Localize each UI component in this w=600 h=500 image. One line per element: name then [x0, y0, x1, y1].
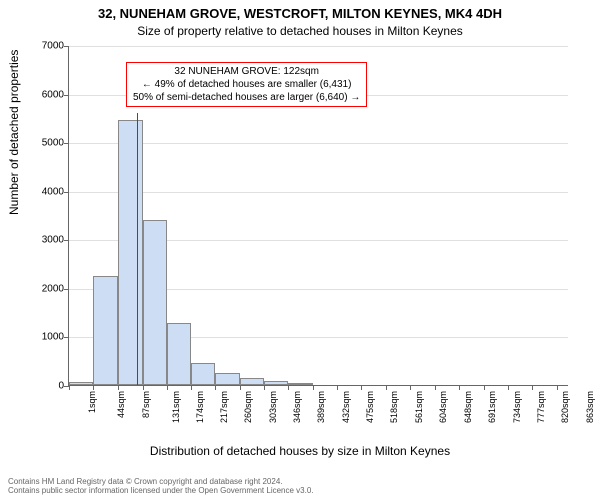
- x-tick: [459, 385, 460, 390]
- y-tick-label: 6000: [24, 89, 64, 100]
- x-tick: [435, 385, 436, 390]
- x-tick-label: 820sqm: [560, 391, 570, 423]
- chart-title-sub: Size of property relative to detached ho…: [0, 24, 600, 38]
- x-tick-label: 1sqm: [87, 391, 97, 413]
- x-tick-label: 734sqm: [512, 391, 522, 423]
- x-tick: [167, 385, 168, 390]
- x-tick-label: 648sqm: [463, 391, 473, 423]
- y-tick-label: 0: [24, 381, 64, 392]
- x-tick-label: 174sqm: [195, 391, 205, 423]
- x-tick: [191, 385, 192, 390]
- x-tick: [215, 385, 216, 390]
- x-tick-label: 863sqm: [585, 391, 595, 423]
- footer: Contains HM Land Registry data © Crown c…: [8, 477, 314, 496]
- x-tick-label: 475sqm: [365, 391, 375, 423]
- x-tick: [313, 385, 314, 390]
- marker-line: [137, 113, 138, 385]
- gridline: [69, 143, 568, 144]
- x-tick-label: 217sqm: [219, 391, 229, 423]
- x-tick-label: 432sqm: [341, 391, 351, 423]
- y-tick: [64, 143, 69, 144]
- annotation-line-3: 50% of semi-detached houses are larger (…: [133, 91, 360, 104]
- x-tick-label: 518sqm: [389, 391, 399, 423]
- histogram-bar: [69, 382, 93, 385]
- gridline: [69, 46, 568, 47]
- x-tick: [288, 385, 289, 390]
- y-tick-label: 2000: [24, 283, 64, 294]
- x-tick-label: 389sqm: [316, 391, 326, 423]
- x-tick-label: 561sqm: [414, 391, 424, 423]
- footer-line-1: Contains HM Land Registry data © Crown c…: [8, 477, 314, 487]
- x-tick: [264, 385, 265, 390]
- x-tick-label: 346sqm: [292, 391, 302, 423]
- histogram-bar: [167, 323, 191, 385]
- x-tick: [508, 385, 509, 390]
- x-tick-label: 303sqm: [268, 391, 278, 423]
- gridline: [69, 192, 568, 193]
- annotation-line-2: ← 49% of detached houses are smaller (6,…: [133, 78, 360, 91]
- x-tick: [337, 385, 338, 390]
- x-tick-label: 691sqm: [487, 391, 497, 423]
- chart-title-main: 32, NUNEHAM GROVE, WESTCROFT, MILTON KEY…: [0, 6, 600, 21]
- x-tick: [240, 385, 241, 390]
- x-axis-label: Distribution of detached houses by size …: [0, 444, 600, 458]
- annotation-line-1: 32 NUNEHAM GROVE: 122sqm: [133, 65, 360, 78]
- x-tick: [143, 385, 144, 390]
- y-tick: [64, 46, 69, 47]
- histogram-bar: [240, 378, 264, 385]
- histogram-bar: [143, 220, 167, 385]
- x-tick: [118, 385, 119, 390]
- x-tick: [557, 385, 558, 390]
- histogram-bar: [288, 383, 312, 385]
- y-tick-label: 3000: [24, 235, 64, 246]
- x-tick: [484, 385, 485, 390]
- y-axis-label: Number of detached properties: [7, 50, 21, 215]
- y-tick: [64, 192, 69, 193]
- x-tick-label: 604sqm: [438, 391, 448, 423]
- footer-line-2: Contains public sector information licen…: [8, 486, 314, 496]
- histogram-bar: [118, 120, 143, 385]
- y-tick: [64, 289, 69, 290]
- x-tick: [386, 385, 387, 390]
- chart-container: 32, NUNEHAM GROVE, WESTCROFT, MILTON KEY…: [0, 0, 600, 500]
- x-tick: [532, 385, 533, 390]
- x-tick: [93, 385, 94, 390]
- y-tick: [64, 95, 69, 96]
- x-tick-label: 131sqm: [171, 391, 181, 423]
- y-tick-label: 5000: [24, 138, 64, 149]
- x-tick: [410, 385, 411, 390]
- x-tick: [69, 385, 70, 390]
- y-tick-label: 1000: [24, 332, 64, 343]
- annotation-box: 32 NUNEHAM GROVE: 122sqm ← 49% of detach…: [126, 62, 367, 107]
- histogram-bar: [93, 276, 117, 385]
- y-tick: [64, 337, 69, 338]
- x-tick-label: 777sqm: [536, 391, 546, 423]
- histogram-bar: [191, 363, 215, 385]
- x-tick: [361, 385, 362, 390]
- histogram-bar: [264, 381, 288, 385]
- y-tick-label: 7000: [24, 41, 64, 52]
- histogram-bar: [215, 373, 239, 385]
- x-tick-label: 87sqm: [141, 391, 151, 418]
- x-tick-label: 44sqm: [116, 391, 126, 418]
- y-tick-label: 4000: [24, 186, 64, 197]
- y-tick: [64, 240, 69, 241]
- x-tick-label: 260sqm: [244, 391, 254, 423]
